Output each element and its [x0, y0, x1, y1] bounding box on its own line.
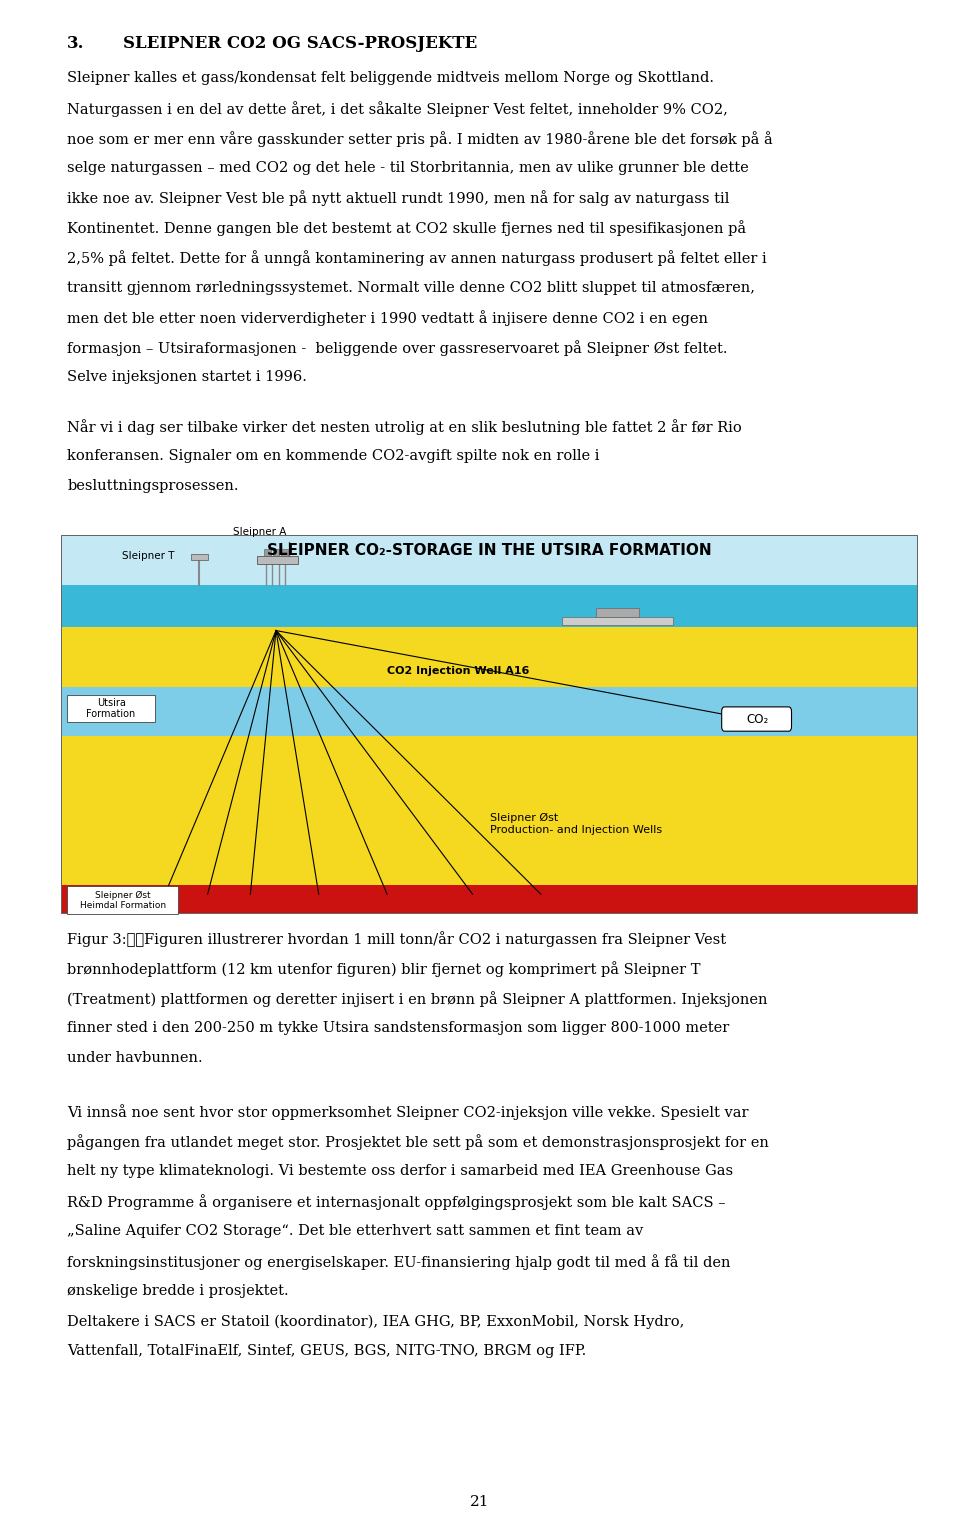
Text: 2,5% på feltet. Dette for å unngå kontaminering av annen naturgass produsert på : 2,5% på feltet. Dette for å unngå kontam…: [67, 251, 767, 266]
Bar: [62, 885, 917, 913]
Bar: [62, 586, 917, 627]
Bar: [62, 627, 917, 913]
Text: selge naturgassen – med CO2 og det hele - til Storbritannia, men av ulike grunne: selge naturgassen – med CO2 og det hele …: [67, 161, 749, 175]
Text: (Treatment) plattformen og deretter injisert i en brønn på Sleipner A plattforme: (Treatment) plattformen og deretter inji…: [67, 991, 768, 1007]
Text: Utsira
Formation: Utsira Formation: [86, 698, 135, 719]
Text: Kontinentet. Denne gangen ble det bestemt at CO2 skulle fjernes ned til spesifik: Kontinentet. Denne gangen ble det bestem…: [67, 220, 746, 237]
Text: R&D Programme å organisere et internasjonalt oppfølgingsprosjekt som ble kalt SA: R&D Programme å organisere et internasjo…: [67, 1194, 726, 1210]
Text: Sleipner T: Sleipner T: [122, 552, 175, 561]
Text: CO2 Injection Well A16: CO2 Injection Well A16: [387, 667, 530, 676]
Text: Sleipner kalles et gass/kondensat felt beliggende midtveis mellom Norge og Skott: Sleipner kalles et gass/kondensat felt b…: [67, 71, 714, 85]
Text: CO₂: CO₂: [746, 713, 768, 725]
Bar: [596, 609, 639, 616]
Bar: [190, 555, 207, 559]
Text: pågangen fra utlandet meget stor. Prosjektet ble sett på som et demonstrasjonspr: pågangen fra utlandet meget stor. Prosje…: [67, 1134, 769, 1150]
Text: helt ny type klimateknologi. Vi bestemte oss derfor i samarbeid med IEA Greenhou: helt ny type klimateknologi. Vi bestemte…: [67, 1165, 733, 1179]
Text: 21: 21: [470, 1496, 490, 1509]
Text: Sleipner A: Sleipner A: [233, 527, 287, 536]
Bar: [62, 536, 917, 913]
Text: Figur 3:		Figuren illustrerer hvordan 1 mill tonn/år CO2 i naturgassen fra Sleip: Figur 3: Figuren illustrerer hvordan 1 m…: [67, 931, 727, 947]
Text: Sleipner Øst
Production- and Injection Wells: Sleipner Øst Production- and Injection W…: [490, 813, 661, 835]
Text: Naturgassen i en del av dette året, i det såkalte Sleipner Vest feltet, innehold: Naturgassen i en del av dette året, i de…: [67, 101, 728, 117]
Text: 3.: 3.: [67, 35, 84, 52]
Bar: [257, 556, 299, 564]
Text: ønskelige bredde i prosjektet.: ønskelige bredde i prosjektet.: [67, 1285, 289, 1299]
Text: noe som er mer enn våre gasskunder setter pris på. I midten av 1980-årene ble de: noe som er mer enn våre gasskunder sette…: [67, 131, 773, 146]
Bar: [264, 549, 271, 556]
Text: besluttningsprosessen.: besluttningsprosessen.: [67, 480, 239, 493]
Text: men det ble etter noen viderverdigheter i 1990 vedtatt å injisere denne CO2 i en: men det ble etter noen viderverdigheter …: [67, 310, 708, 326]
Text: ikke noe av. Sleipner Vest ble på nytt aktuell rundt 1990, men nå for salg av na: ikke noe av. Sleipner Vest ble på nytt a…: [67, 191, 730, 206]
Text: Vi innså noe sent hvor stor oppmerksomhet Sleipner CO2-injeksjon ville vekke. Sp: Vi innså noe sent hvor stor oppmerksomhe…: [67, 1105, 749, 1120]
Text: Vattenfall, TotalFinaElf, Sintef, GEUS, BGS, NITG-TNO, BRGM og IFP.: Vattenfall, TotalFinaElf, Sintef, GEUS, …: [67, 1345, 587, 1359]
Text: Sleipner Øst
Heimdal Formation: Sleipner Øst Heimdal Formation: [80, 890, 166, 910]
Text: SLEIPNER CO2 OG SACS-PROSJEKTE: SLEIPNER CO2 OG SACS-PROSJEKTE: [123, 35, 477, 52]
FancyBboxPatch shape: [67, 695, 155, 722]
Text: formasjon – Utsiraformasjonen -  beliggende over gassreservoaret på Sleipner Øst: formasjon – Utsiraformasjonen - beliggen…: [67, 340, 728, 357]
Bar: [563, 616, 673, 626]
Text: Deltakere i SACS er Statoil (koordinator), IEA GHG, BP, ExxonMobil, Norsk Hydro,: Deltakere i SACS er Statoil (koordinator…: [67, 1314, 684, 1328]
Bar: [62, 687, 917, 736]
Text: Når vi i dag ser tilbake virker det nesten utrolig at en slik beslutning ble fat: Når vi i dag ser tilbake virker det nest…: [67, 420, 742, 435]
Text: Selve injeksjonen startet i 1996.: Selve injeksjonen startet i 1996.: [67, 370, 307, 384]
Bar: [62, 536, 917, 586]
Text: finner sted i den 200-250 m tykke Utsira sandstensformasjon som ligger 800-1000 : finner sted i den 200-250 m tykke Utsira…: [67, 1022, 730, 1036]
Text: under havbunnen.: under havbunnen.: [67, 1051, 203, 1065]
Bar: [281, 549, 288, 556]
Text: konferansen. Signaler om en kommende CO2-avgift spilte nok en rolle i: konferansen. Signaler om en kommende CO2…: [67, 449, 600, 463]
Text: forskningsinstitusjoner og energiselskaper. EU-finansiering hjalp godt til med å: forskningsinstitusjoner og energiselskap…: [67, 1254, 731, 1270]
Bar: [273, 549, 279, 556]
Text: SLEIPNER CO₂-STORAGE IN THE UTSIRA FORMATION: SLEIPNER CO₂-STORAGE IN THE UTSIRA FORMA…: [267, 543, 712, 558]
FancyBboxPatch shape: [67, 887, 178, 915]
Text: brønnhodeplattform (12 km utenfor figuren) blir fjernet og komprimert på Sleipne: brønnhodeplattform (12 km utenfor figure…: [67, 962, 701, 978]
FancyBboxPatch shape: [722, 707, 791, 732]
Text: transitt gjennom rørledningssystemet. Normalt ville denne CO2 blitt sluppet til : transitt gjennom rørledningssystemet. No…: [67, 280, 756, 295]
Text: „Saline Aquifer CO2 Storage“. Det ble etterhvert satt sammen et fint team av: „Saline Aquifer CO2 Storage“. Det ble et…: [67, 1225, 643, 1239]
